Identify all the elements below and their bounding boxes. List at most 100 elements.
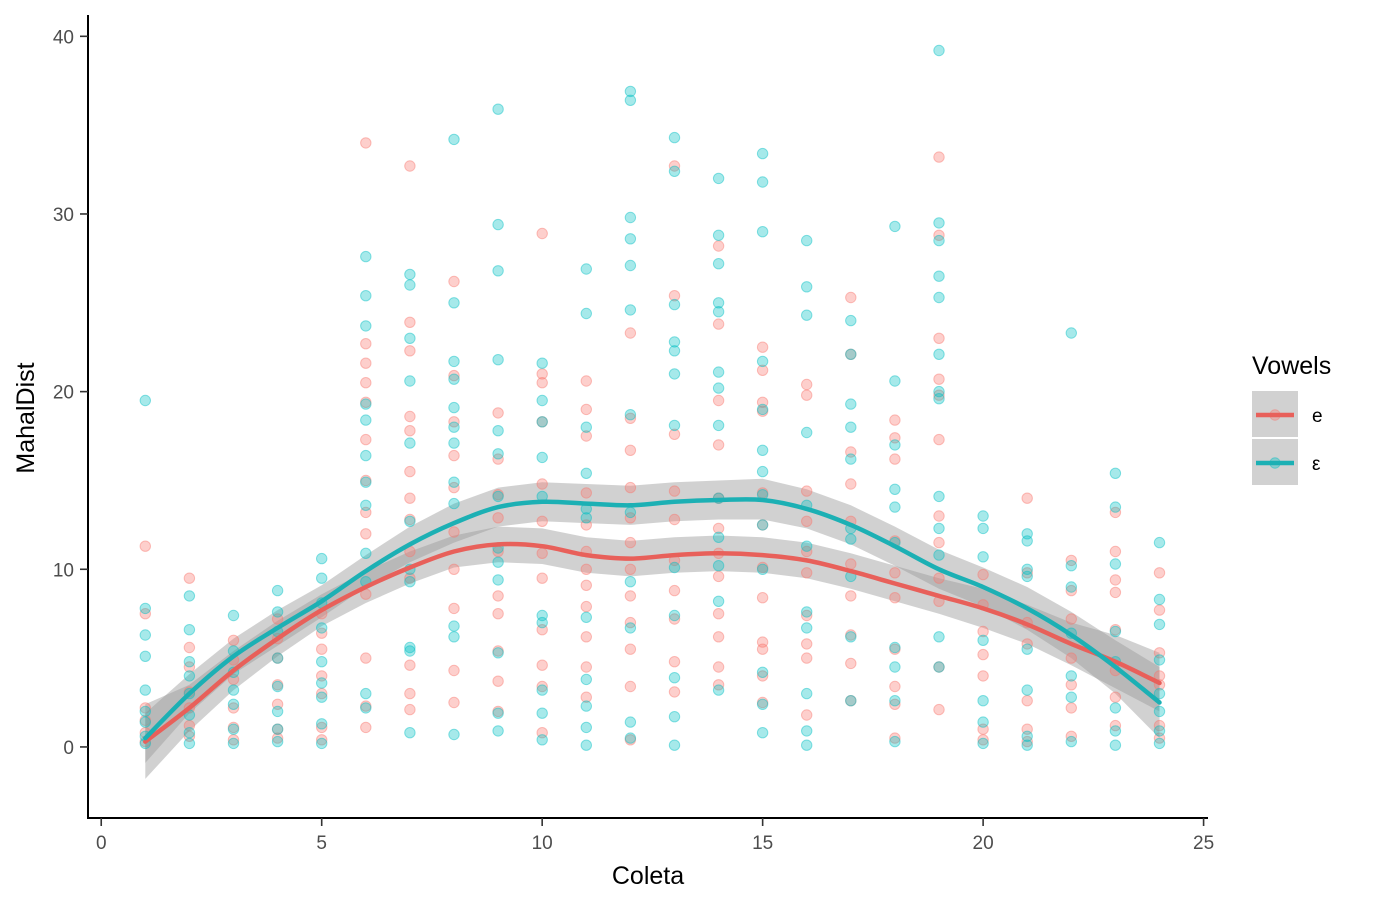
x-tick-label-5: 5 [316,833,327,854]
point-series-1-41 [360,250,372,263]
point-series-1-40 [316,737,328,750]
point-series-0-67 [448,664,460,677]
point-series-1-184 [889,483,901,495]
point-series-1-148 [756,176,769,188]
point-series-1-212 [1021,535,1033,547]
point-series-1-136 [712,258,725,270]
point-series-1-30 [271,723,284,735]
point-series-0-90 [536,727,548,739]
point-series-1-88 [492,725,504,737]
point-series-0-104 [624,412,637,424]
point-series-1-48 [360,499,372,511]
point-series-1-56 [404,375,416,387]
point-series-0-40 [360,506,372,519]
point-series-1-35 [316,622,328,634]
point-series-0-122 [668,613,681,625]
point-series-1-229 [1109,625,1122,638]
point-series-0-128 [712,439,725,451]
point-series-1-108 [580,721,592,734]
point-series-1-11 [183,656,196,668]
point-series-0-37 [360,396,372,408]
point-series-0-50 [404,425,416,437]
y-tick-label-10: 10 [53,560,74,581]
point-series-0-184 [933,433,945,446]
point-series-0-212 [1109,506,1122,519]
point-series-1-102 [580,467,592,479]
y-tick-label-40: 40 [53,27,74,48]
point-series-0-119 [668,513,681,526]
point-series-1-15 [183,727,196,739]
point-series-0-178 [889,732,901,744]
point-series-0-132 [712,570,725,583]
point-series-0-80 [536,368,548,380]
point-series-0-166 [845,629,857,641]
point-series-0-218 [1109,691,1122,703]
point-series-0-146 [756,643,769,655]
point-series-1-51 [360,687,372,700]
point-series-1-6 [139,716,152,728]
point-series-1-133 [668,739,681,751]
point-series-1-71 [448,476,460,488]
point-series-0-47 [404,316,416,328]
point-series-1-12 [183,670,196,682]
point-series-1-192 [933,217,945,229]
point-series-1-115 [624,304,637,316]
point-series-0-174 [889,592,901,604]
point-series-0-138 [756,364,769,376]
point-series-0-173 [889,567,901,579]
point-series-0-18 [227,734,240,746]
point-series-0-159 [845,291,857,304]
point-series-1-147 [756,147,769,160]
point-series-1-196 [933,348,945,360]
point-series-0-101 [580,661,592,673]
point-series-0-201 [1021,638,1033,650]
point-series-0-219 [1109,719,1122,732]
point-series-0-72 [492,512,504,524]
point-series-1-96 [536,684,548,696]
point-series-0-86 [536,572,548,584]
point-series-0-221 [1153,604,1166,616]
point-series-1-20 [227,684,240,696]
point-series-1-116 [624,409,637,421]
point-series-0-13 [227,634,240,646]
point-series-1-65 [448,297,460,309]
x-tick-label-25: 25 [1193,833,1214,854]
point-series-1-17 [227,609,240,622]
point-series-0-215 [1109,586,1122,599]
point-series-0-139 [756,396,769,408]
point-series-1-21 [227,698,240,710]
legend-title: Vowels [1252,352,1331,380]
point-series-1-128 [668,419,681,432]
point-series-1-177 [845,533,857,545]
point-series-0-65 [448,563,460,575]
point-series-1-106 [580,673,592,686]
point-series-1-101 [580,421,592,433]
point-series-0-6 [183,572,196,584]
point-series-0-25 [271,732,284,744]
point-series-0-193 [977,625,989,638]
point-series-0-116 [668,290,681,302]
point-series-0-71 [492,489,504,501]
point-series-1-155 [756,519,769,531]
point-series-1-143 [712,531,725,543]
point-series-1-31 [271,735,284,748]
point-series-0-28 [316,643,328,655]
point-series-1-68 [448,401,460,414]
point-series-1-239 [1153,705,1166,718]
axes [87,15,1208,819]
point-series-0-111 [624,616,637,629]
point-series-1-205 [977,522,989,535]
point-series-0-16 [227,702,240,714]
point-series-1-168 [801,687,813,700]
x-tick-label-20: 20 [973,833,994,854]
x-axis-title: Coleta [612,862,684,890]
point-series-1-149 [756,226,769,238]
point-series-1-171 [845,314,857,327]
point-series-1-151 [756,403,769,416]
point-series-1-47 [360,476,372,488]
point-series-1-161 [801,281,813,293]
point-series-1-163 [801,426,813,439]
point-series-1-76 [492,103,504,115]
x-tick-label-15: 15 [752,833,773,854]
smooth-line-series-0 [143,541,1162,744]
